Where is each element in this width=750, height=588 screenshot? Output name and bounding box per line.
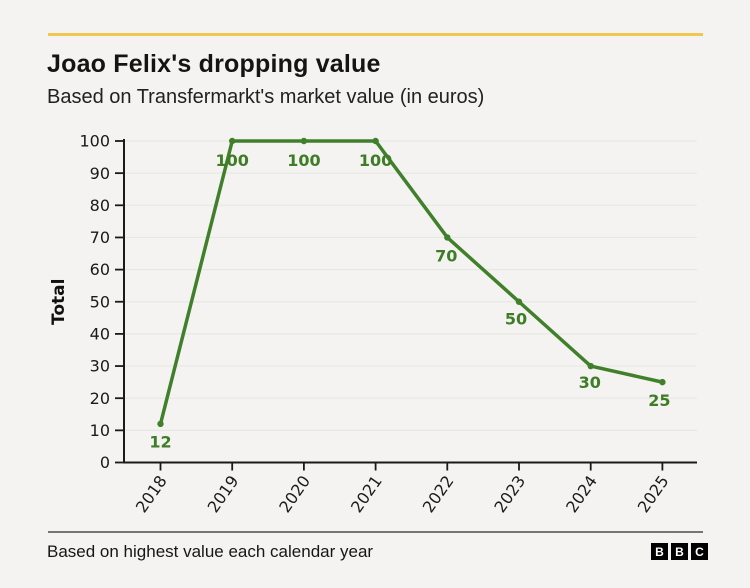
data-point: [229, 137, 236, 145]
y-tick-label: 20: [90, 389, 110, 408]
y-tick-label: 70: [90, 228, 110, 247]
data-point-label: 100: [359, 151, 392, 170]
data-point-label: 12: [149, 433, 171, 452]
line-chart: 0 10 20 30 40 50 60 70 80 90 100 2018 2019 2020 2021 20…: [49, 132, 697, 516]
y-tick-label: 90: [90, 164, 110, 183]
x-tick-label: 2019: [204, 472, 243, 516]
x-tick-label: 2024: [562, 472, 601, 516]
y-tick-label: 80: [90, 196, 110, 215]
footnote: Based on highest value each calendar yea…: [47, 542, 374, 561]
chart-title: Joao Felix's dropping value: [47, 50, 381, 78]
x-tick-label: 2023: [490, 472, 529, 516]
y-tick-label: 50: [90, 292, 110, 311]
x-tick-label: 2018: [132, 472, 171, 516]
y-tick-label: 10: [90, 421, 110, 440]
bbc-logo: B B C: [651, 543, 708, 560]
y-tick-label: 30: [90, 357, 110, 376]
footer-divider: [48, 531, 703, 533]
bbc-logo-letter: B: [651, 543, 668, 560]
data-point-label: 50: [505, 310, 527, 329]
y-tick-label: 0: [100, 453, 110, 472]
data-point-label: 100: [215, 151, 248, 170]
x-tick-label: 2025: [634, 472, 673, 516]
data-point-label: 30: [579, 373, 601, 392]
data-point: [587, 362, 594, 370]
y-axis-title: Total: [49, 279, 69, 325]
data-point-label: 70: [435, 246, 457, 265]
bbc-logo-letter: C: [691, 543, 708, 560]
accent-bar: [48, 33, 703, 36]
x-tick-label: 2020: [275, 472, 314, 516]
data-point: [372, 137, 379, 145]
data-point: [157, 420, 164, 428]
data-point: [515, 298, 523, 305]
data-point-label: 100: [287, 151, 320, 170]
data-point: [300, 137, 308, 145]
data-point: [659, 378, 666, 386]
x-tick-label: 2022: [419, 472, 458, 516]
y-tick-label: 60: [90, 260, 110, 279]
y-tick-label: 100: [79, 132, 110, 151]
y-tick-label: 40: [90, 325, 110, 344]
data-point: [444, 234, 451, 241]
bbc-logo-letter: B: [671, 543, 688, 560]
data-point-label: 25: [648, 391, 670, 410]
x-tick-label: 2021: [347, 472, 386, 516]
chart-subtitle: Based on Transfermarkt's market value (i…: [47, 86, 485, 108]
data-line: [158, 139, 665, 426]
